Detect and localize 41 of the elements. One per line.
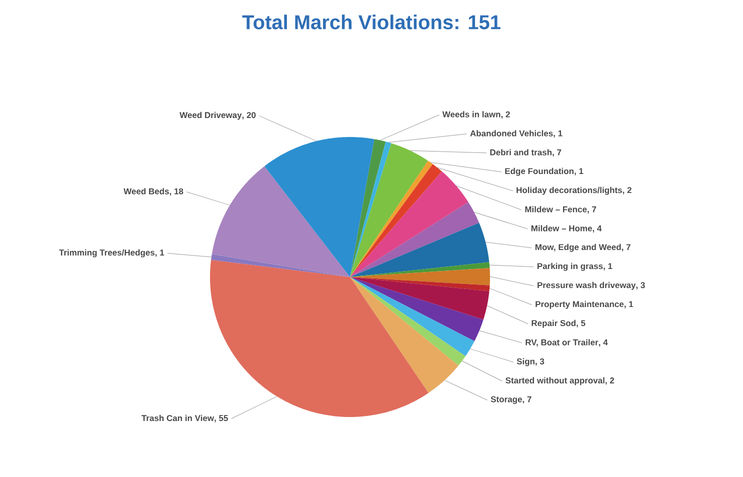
data-label: , 4 — [598, 339, 608, 347]
slice-label: Edge Foundation — [505, 168, 574, 176]
slice-label: Holiday decorations/lights — [516, 186, 622, 195]
data-label: , 55 — [214, 415, 228, 422]
slice-label: Property Maintenance — [536, 300, 624, 309]
slice-label: Pressure wash driveway — [538, 282, 636, 290]
data-label: , 1 — [624, 301, 634, 308]
data-label: , 2 — [622, 187, 632, 194]
data-label: , 7 — [552, 149, 562, 157]
data-label: , 7 — [588, 206, 596, 214]
slice-label: Weed Driveway — [180, 112, 242, 120]
slice-label: Trimming Trees/Hedges — [59, 249, 155, 258]
chart-title: Total March Violations: 151 — [242, 14, 500, 30]
data-label: , 5 — [576, 320, 586, 328]
slice-label: Mow, Edge and Weed — [535, 244, 621, 252]
data-label: , 7 — [522, 396, 532, 404]
data-label: , 3 — [536, 358, 544, 366]
slice-label: Trash Can in View — [142, 414, 214, 422]
data-label: , 2 — [606, 377, 614, 385]
slice-label: Mildew – Home — [531, 225, 592, 232]
slice-label: RV, Boat or Trailer — [526, 339, 598, 347]
slice-label: Weeds in lawn — [442, 111, 500, 118]
slice-label: Mildew – Fence — [525, 206, 587, 212]
slice-label: Parking in grass — [538, 262, 603, 271]
data-label: , 1 — [574, 168, 584, 176]
slice-label: Weed Beds — [124, 188, 169, 194]
data-label: , 2 — [501, 111, 510, 119]
slice-label: Debri and trash — [490, 149, 552, 156]
slice-label: Repair Sod — [532, 320, 576, 328]
data-label: , 3 — [636, 282, 645, 290]
slice-label: Started without approval — [506, 377, 604, 386]
slice-label: Sign — [516, 358, 534, 366]
data-label: , 4 — [592, 225, 602, 233]
data-label: , 1 — [604, 263, 612, 270]
data-label: , 1 — [554, 130, 562, 138]
slice-label: Abandoned Vehicles — [470, 130, 553, 136]
data-label: , 20 — [242, 112, 256, 120]
data-label: , 7 — [622, 244, 630, 252]
data-label: , 18 — [170, 188, 184, 196]
slice-label: Storage — [490, 396, 522, 404]
data-label: , 1 — [155, 250, 164, 257]
